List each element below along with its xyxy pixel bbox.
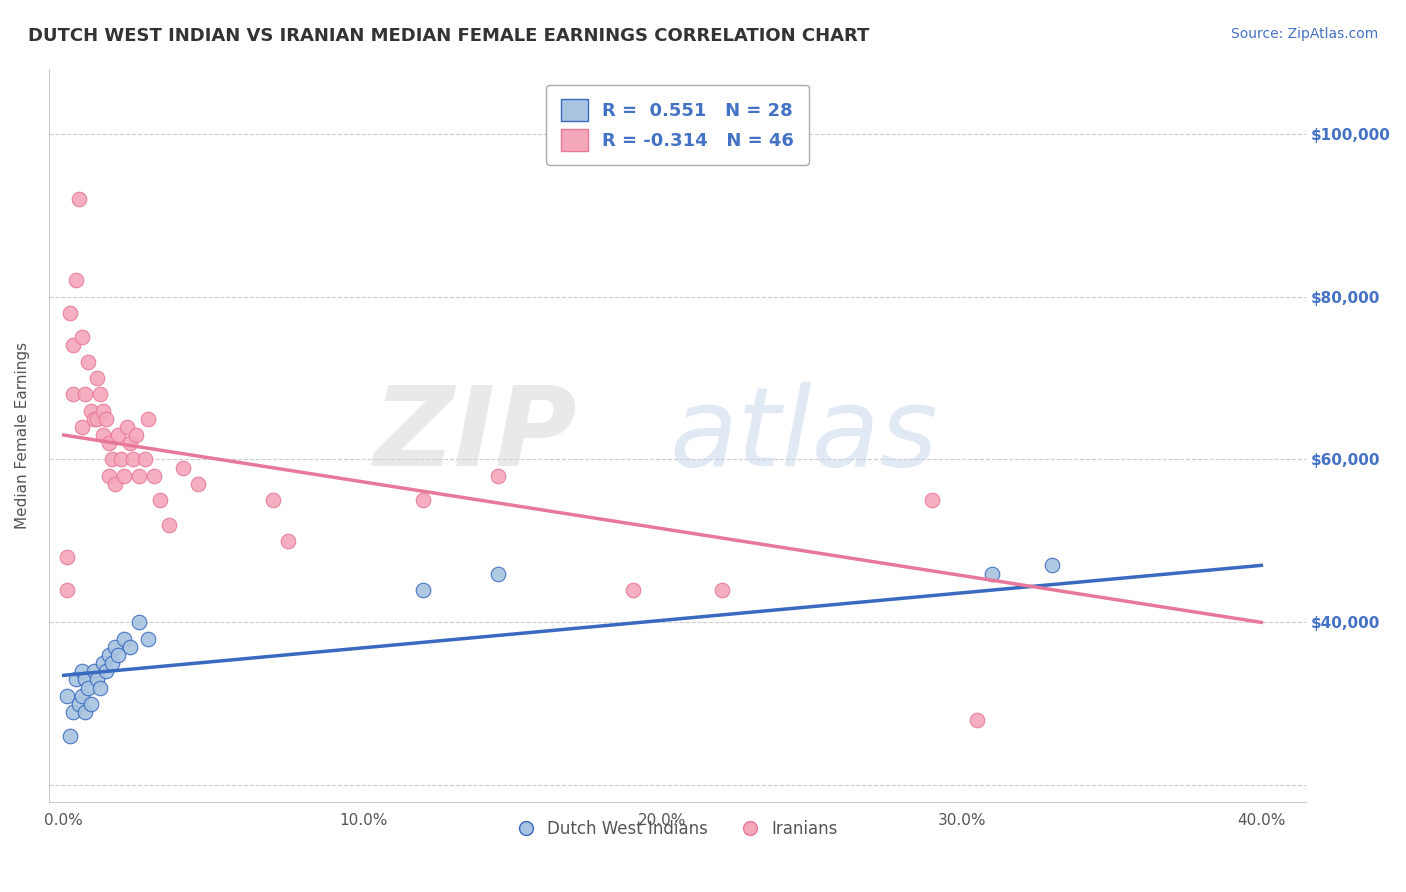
- Text: Source: ZipAtlas.com: Source: ZipAtlas.com: [1230, 27, 1378, 41]
- Point: [262, 493, 284, 508]
- Point: [112, 468, 135, 483]
- Point: [107, 428, 129, 442]
- Point: [128, 468, 150, 483]
- Y-axis label: Median Female Earnings: Median Female Earnings: [15, 342, 30, 529]
- Point: [486, 468, 509, 483]
- Point: [157, 517, 180, 532]
- Point: [118, 640, 141, 654]
- Point: [76, 681, 98, 695]
- Point: [83, 665, 105, 679]
- Point: [136, 411, 159, 425]
- Point: [65, 273, 87, 287]
- Text: ZIP: ZIP: [374, 382, 576, 489]
- Point: [94, 665, 117, 679]
- Point: [86, 411, 108, 425]
- Point: [59, 730, 82, 744]
- Point: [142, 468, 165, 483]
- Point: [70, 689, 93, 703]
- Point: [55, 582, 77, 597]
- Point: [1040, 558, 1063, 573]
- Point: [73, 387, 96, 401]
- Point: [124, 428, 146, 442]
- Point: [148, 493, 170, 508]
- Point: [97, 436, 120, 450]
- Point: [115, 420, 138, 434]
- Point: [67, 192, 90, 206]
- Point: [100, 452, 122, 467]
- Point: [97, 468, 120, 483]
- Point: [486, 566, 509, 581]
- Point: [70, 330, 93, 344]
- Point: [134, 452, 156, 467]
- Point: [73, 673, 96, 687]
- Point: [110, 452, 132, 467]
- Point: [412, 493, 434, 508]
- Point: [100, 656, 122, 670]
- Text: atlas: atlas: [669, 382, 938, 489]
- Point: [118, 436, 141, 450]
- Point: [89, 681, 111, 695]
- Point: [55, 550, 77, 565]
- Point: [59, 306, 82, 320]
- Point: [89, 387, 111, 401]
- Point: [62, 338, 84, 352]
- Point: [65, 673, 87, 687]
- Point: [79, 403, 101, 417]
- Point: [91, 428, 114, 442]
- Point: [55, 689, 77, 703]
- Point: [73, 705, 96, 719]
- Point: [70, 665, 93, 679]
- Point: [187, 477, 209, 491]
- Point: [104, 640, 127, 654]
- Point: [76, 355, 98, 369]
- Point: [91, 656, 114, 670]
- Point: [121, 452, 143, 467]
- Point: [67, 697, 90, 711]
- Point: [277, 533, 299, 548]
- Point: [86, 673, 108, 687]
- Text: DUTCH WEST INDIAN VS IRANIAN MEDIAN FEMALE EARNINGS CORRELATION CHART: DUTCH WEST INDIAN VS IRANIAN MEDIAN FEMA…: [28, 27, 869, 45]
- Point: [107, 648, 129, 662]
- Point: [112, 632, 135, 646]
- Point: [94, 411, 117, 425]
- Point: [79, 697, 101, 711]
- Point: [128, 615, 150, 630]
- Point: [86, 371, 108, 385]
- Point: [97, 648, 120, 662]
- Point: [91, 403, 114, 417]
- Point: [966, 713, 988, 727]
- Point: [621, 582, 644, 597]
- Point: [62, 705, 84, 719]
- Point: [711, 582, 734, 597]
- Point: [70, 420, 93, 434]
- Point: [136, 632, 159, 646]
- Point: [104, 477, 127, 491]
- Point: [173, 460, 195, 475]
- Legend: Dutch West Indians, Iranians: Dutch West Indians, Iranians: [510, 814, 845, 845]
- Point: [921, 493, 943, 508]
- Point: [83, 411, 105, 425]
- Point: [62, 387, 84, 401]
- Point: [412, 582, 434, 597]
- Point: [980, 566, 1002, 581]
